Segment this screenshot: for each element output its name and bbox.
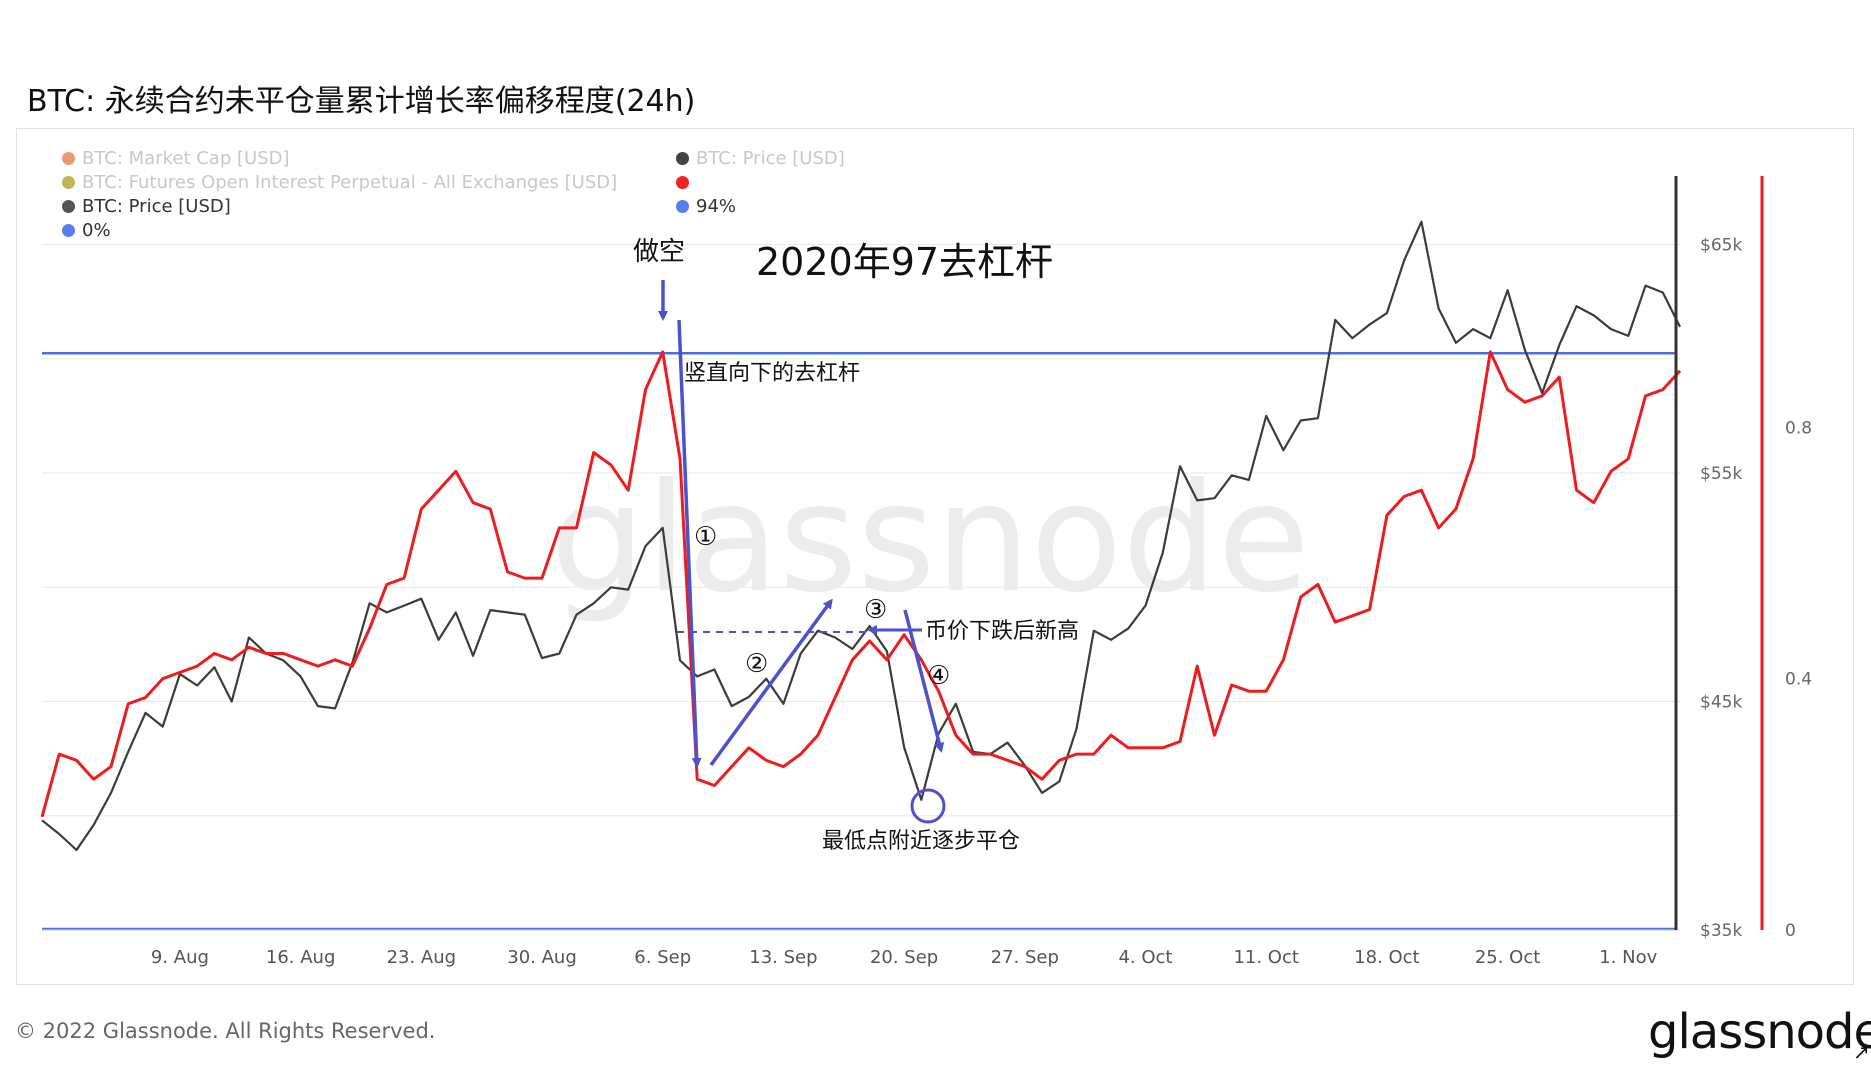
y-right-tick-label: 0.4 <box>1785 670 1812 690</box>
x-tick-label: 16. Aug <box>266 947 336 968</box>
rise-arrow <box>709 598 833 767</box>
axes: 9. Aug 16. Aug 23. Aug 30. Aug 6. Sep 13. Sep… <box>42 176 1812 968</box>
legend-dot-icon <box>676 152 689 165</box>
watermark: glassnode <box>550 452 1309 626</box>
x-tick-label: 9. Aug <box>151 947 209 968</box>
fall-arrow <box>903 609 945 753</box>
step4-label: ④ <box>927 661 950 691</box>
legend-item-right-1[interactable] <box>676 172 696 193</box>
new-high-label: 币价下跌后新高 <box>925 619 1079 644</box>
legend-dot-icon <box>62 200 75 213</box>
lowest-point-circle <box>910 788 946 824</box>
legend-label: 0% <box>82 220 111 241</box>
legend-item-right-2[interactable]: 94% <box>676 196 736 217</box>
legend-label: BTC: Futures Open Interest Perpetual - A… <box>82 172 618 193</box>
legend-item-left-2[interactable]: BTC: Price [USD] <box>62 196 231 217</box>
legend-label: BTC: Price [USD] <box>696 148 845 169</box>
legend-label: 94% <box>696 196 737 217</box>
legend-dot-icon <box>62 152 75 165</box>
legend-item-left-0[interactable]: BTC: Market Cap [USD] <box>62 148 290 169</box>
reference-lines <box>42 351 1676 931</box>
step3-label: ③ <box>864 595 887 625</box>
legend-dot-icon <box>676 200 689 213</box>
step1-label: ① <box>694 522 717 552</box>
y-left-tick-label: $35k <box>1700 921 1742 941</box>
x-tick-label: 18. Oct <box>1354 947 1419 968</box>
header-annotation: 2020年97去杠杆 <box>756 240 1053 284</box>
legend-label: BTC: Price [USD] <box>82 196 231 217</box>
x-tick-label: 30. Aug <box>507 947 577 968</box>
y-right-tick-label: 0.8 <box>1785 418 1812 438</box>
legend-item-left-1[interactable]: BTC: Futures Open Interest Perpetual - A… <box>62 172 617 193</box>
y-left-tick-label: $45k <box>1700 693 1742 713</box>
y-right-tick-label: 0 <box>1785 921 1796 941</box>
x-tick-label: 6. Sep <box>634 947 691 968</box>
legend-item-left-3[interactable]: 0% <box>62 220 111 241</box>
brand-logo: glassnode <box>1648 1004 1871 1060</box>
short-label: 做空 <box>633 237 685 267</box>
legend-item-right-0[interactable]: BTC: Price [USD] <box>676 148 845 169</box>
btc-price-line <box>41 220 1681 852</box>
legend-dot-icon <box>676 176 689 189</box>
x-tick-label: 1. Nov <box>1599 947 1657 968</box>
lowest-label: 最低点附近逐步平仓 <box>822 829 1020 854</box>
x-tick-label: 4. Oct <box>1118 947 1172 968</box>
chart-frame <box>16 128 1854 985</box>
legend-label: BTC: Market Cap [USD] <box>82 148 290 169</box>
x-tick-label: 25. Oct <box>1475 947 1540 968</box>
y-left-tick-label: $65k <box>1700 236 1742 256</box>
legend-dot-icon <box>62 176 75 189</box>
x-tick-label: 11. Oct <box>1233 947 1298 968</box>
x-tick-label: 20. Sep <box>870 947 938 968</box>
vertical-delever-label: 竖直向下的去杠杆 <box>684 361 860 386</box>
series-lines <box>40 220 1682 852</box>
y-left-tick-label: $55k <box>1700 464 1742 484</box>
brand-arrow-icon: ↗ <box>1853 1040 1870 1064</box>
x-tick-label: 27. Sep <box>991 947 1059 968</box>
indicator-line <box>40 350 1682 818</box>
copyright-footer: © 2022 Glassnode. All Rights Reserved. <box>15 1019 436 1043</box>
delever-arrow <box>677 319 702 768</box>
step2-label: ② <box>745 649 768 679</box>
x-tick-label: 13. Sep <box>749 947 817 968</box>
legend-dot-icon <box>62 224 75 237</box>
annotations: 2020年97去杠杆 做空 竖直向下的去杠杆 币价下跌后新高 最低点附近逐步平仓… <box>633 237 1079 854</box>
x-tick-label: 23. Aug <box>387 947 457 968</box>
chart-title: BTC: 永续合约未平仓量累计增长率偏移程度(24h) <box>27 84 696 119</box>
